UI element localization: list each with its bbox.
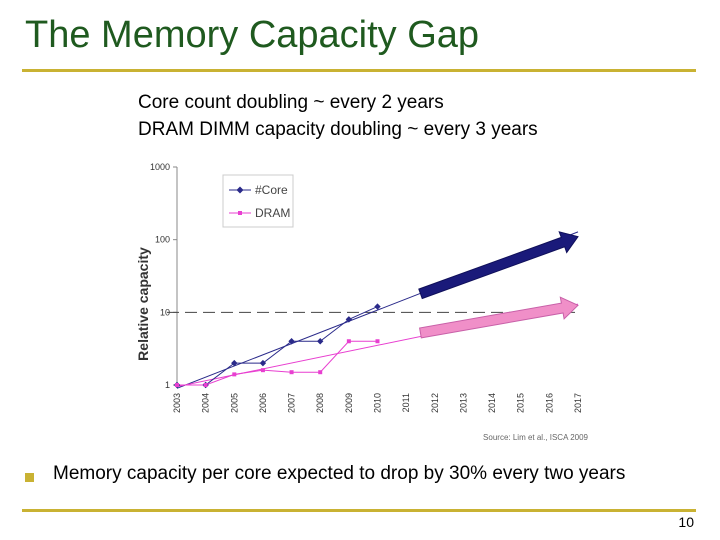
- x-tick-label: 2011: [401, 393, 411, 412]
- title-divider: [22, 69, 696, 72]
- subtitle-dram-capacity: DRAM DIMM capacity doubling ~ every 3 ye…: [138, 119, 538, 140]
- dram-arrow: [419, 296, 579, 339]
- core-arrow: [418, 231, 579, 300]
- dram-series-line: [177, 340, 378, 386]
- dram-point: [203, 383, 208, 387]
- core-point: [259, 359, 267, 367]
- x-tick-label: 2003: [172, 393, 182, 413]
- core-series-line: [177, 306, 378, 386]
- x-tick-label: 2016: [544, 393, 554, 413]
- legend-box: [222, 174, 294, 228]
- dram-point: [232, 372, 237, 377]
- x-tick-label: 2015: [516, 393, 526, 413]
- y-tick-label: 10: [160, 307, 170, 317]
- x-tick-label: 2017: [573, 393, 583, 413]
- footer-divider: [22, 509, 696, 512]
- y-tick-label: 1000: [150, 162, 170, 172]
- x-tick-label: 2005: [229, 393, 239, 413]
- core-point: [288, 338, 295, 345]
- slide-title: The Memory Capacity Gap: [25, 14, 480, 56]
- bullet-text: Memory capacity per core expected to dro…: [53, 463, 626, 484]
- x-tick-label: 2004: [201, 393, 211, 413]
- legend-dram-label: DRAM: [255, 206, 290, 220]
- dram-point: [318, 370, 323, 375]
- dram-point: [289, 370, 294, 375]
- legend-core-label: #Core: [255, 183, 288, 197]
- legend-core-marker: [236, 186, 244, 194]
- legend-dram-marker: [238, 211, 242, 215]
- x-tick-label: 2006: [258, 393, 268, 413]
- x-tick-label: 2007: [287, 393, 297, 413]
- x-tick-label: 2008: [315, 393, 325, 413]
- y-tick-label: 100: [155, 235, 170, 245]
- bullet-marker: [25, 473, 34, 482]
- source-note: Source: Lim et al., ISCA 2009: [483, 433, 588, 442]
- x-tick-label: 2009: [344, 393, 354, 413]
- subtitle-core-count: Core count doubling ~ every 2 years: [138, 92, 444, 113]
- y-axis-label: Relative capacity: [135, 247, 151, 361]
- y-tick-label: 1: [165, 380, 170, 390]
- x-tick-label: 2014: [487, 393, 497, 413]
- x-tick-label: 2010: [373, 393, 383, 413]
- dram-point: [346, 339, 351, 344]
- dram-point: [375, 339, 380, 344]
- x-tick-label: 2013: [458, 393, 468, 413]
- dram-point: [260, 368, 265, 373]
- page-number: 10: [678, 514, 694, 530]
- core-point: [317, 338, 324, 345]
- x-tick-label: 2012: [430, 393, 440, 413]
- dram-point: [175, 383, 179, 387]
- capacity-chart: 1 10 100 1000 Relative capacity 2003 2004 2005 2…: [135, 162, 589, 442]
